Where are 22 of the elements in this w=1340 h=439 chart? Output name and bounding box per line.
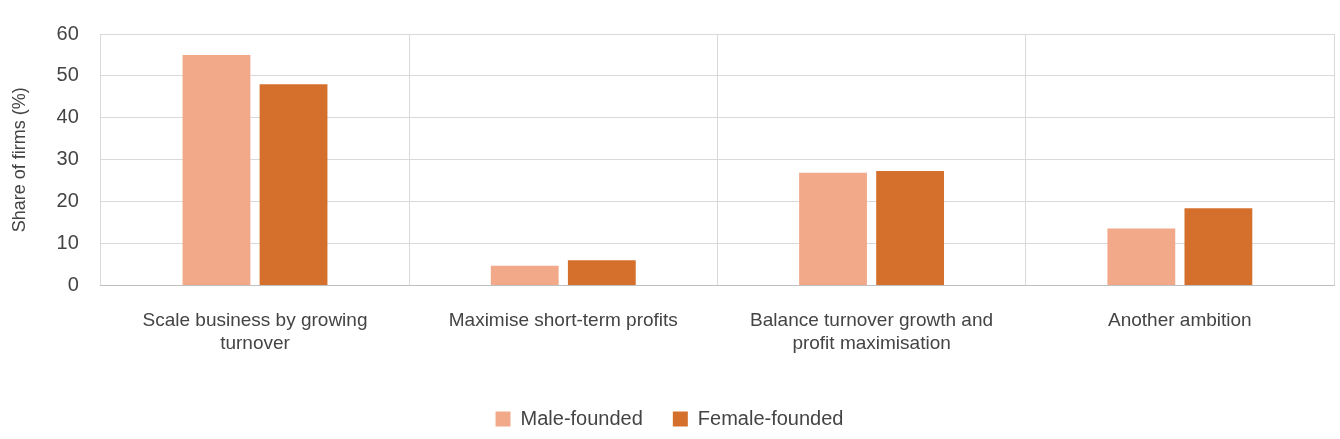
bar (490, 265, 559, 285)
bar (259, 84, 328, 285)
legend-label: Male-founded (520, 406, 643, 429)
bar (876, 171, 945, 285)
bar (799, 172, 867, 285)
bar (182, 54, 251, 285)
y-tick-label: 50 (56, 63, 79, 86)
bar (1184, 208, 1253, 285)
y-tick-label: 30 (56, 147, 79, 170)
y-tick-label: 60 (56, 21, 79, 44)
y-tick-label: 0 (67, 272, 79, 295)
x-tick-label: Maximise short-term profits (448, 309, 678, 331)
y-tick-label: 10 (56, 231, 79, 254)
x-tick-label: Another ambition (1108, 309, 1252, 331)
y-axis-title: Share of firms (%) (8, 87, 29, 233)
legend-label: Female-founded (697, 406, 844, 429)
bar (1107, 228, 1176, 285)
bar (567, 260, 636, 285)
y-tick-label: 20 (56, 189, 79, 212)
x-tick-label: Balance turnover growth and profit maximisation (750, 309, 994, 353)
y-tick-label: 40 (56, 105, 79, 128)
x-tick-label: Scale business by growing turnover (142, 309, 368, 353)
